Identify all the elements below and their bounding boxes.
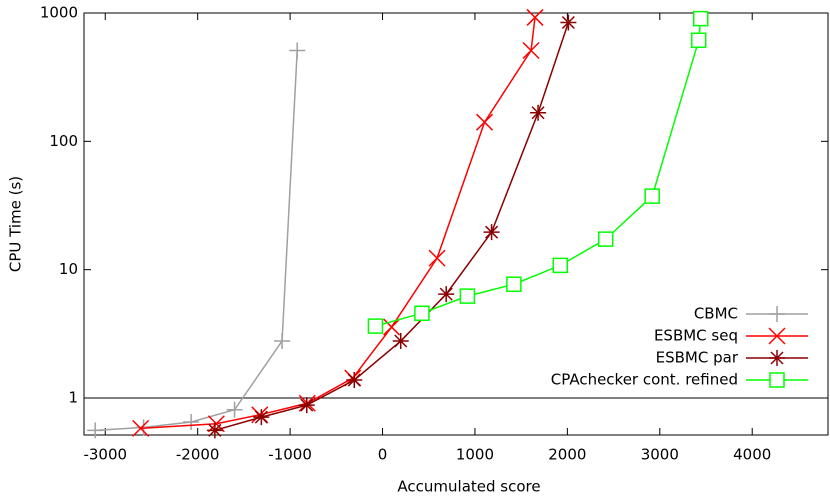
data-point bbox=[483, 224, 500, 241]
legend-marker bbox=[768, 327, 786, 345]
data-point bbox=[414, 305, 430, 321]
x-axis-label: Accumulated score bbox=[397, 478, 540, 496]
y-tick-label: 10 bbox=[59, 260, 78, 278]
data-point bbox=[476, 113, 494, 131]
y-axis-label: CPU Time (s) bbox=[7, 176, 25, 272]
data-point bbox=[226, 401, 243, 418]
data-point bbox=[560, 14, 577, 31]
data-point bbox=[506, 276, 522, 292]
legend-label: ESBMC par bbox=[656, 349, 739, 367]
data-point bbox=[298, 397, 315, 414]
x-tick-label: 1000 bbox=[456, 446, 494, 464]
data-point bbox=[274, 333, 291, 350]
y-tick-label: 1 bbox=[68, 389, 78, 407]
data-point bbox=[346, 372, 363, 389]
data-point bbox=[459, 288, 476, 304]
data-point bbox=[522, 41, 540, 60]
data-point bbox=[644, 188, 660, 204]
data-point bbox=[367, 318, 384, 334]
data-point bbox=[552, 257, 569, 274]
data-point bbox=[392, 333, 409, 350]
data-point bbox=[597, 231, 614, 247]
y-tick-label: 1000 bbox=[40, 4, 78, 22]
legend-label: CPAchecker cont. refined bbox=[551, 371, 738, 389]
x-tick-label: -2000 bbox=[176, 446, 220, 464]
x-tick-label: 4000 bbox=[733, 446, 771, 464]
x-tick-label: 0 bbox=[378, 446, 388, 464]
x-tick-label: 3000 bbox=[641, 446, 679, 464]
series-line bbox=[375, 18, 702, 327]
data-point bbox=[87, 422, 104, 439]
series-line bbox=[214, 22, 570, 432]
legend-label: CBMC bbox=[694, 305, 738, 323]
series-line bbox=[95, 50, 298, 432]
legend-marker bbox=[769, 372, 785, 388]
data-point bbox=[132, 419, 150, 437]
x-tick-label: -3000 bbox=[83, 446, 127, 464]
y-tick-label: 100 bbox=[49, 132, 78, 150]
data-point bbox=[692, 10, 709, 27]
data-point bbox=[383, 318, 401, 336]
plot-border bbox=[83, 12, 829, 436]
data-point bbox=[690, 32, 707, 49]
legend-label: ESBMC seq bbox=[654, 327, 738, 345]
data-point bbox=[438, 286, 455, 303]
data-point bbox=[253, 409, 270, 426]
legend-marker bbox=[769, 306, 785, 322]
series-line bbox=[140, 17, 536, 430]
data-point bbox=[289, 42, 306, 59]
data-point bbox=[526, 8, 544, 26]
legend-marker bbox=[769, 350, 785, 366]
x-tick-label: 2000 bbox=[548, 446, 586, 464]
x-tick-label: -1000 bbox=[268, 446, 312, 464]
data-point bbox=[183, 414, 200, 431]
data-point bbox=[530, 104, 547, 121]
data-point bbox=[428, 249, 446, 267]
data-point bbox=[206, 422, 223, 439]
